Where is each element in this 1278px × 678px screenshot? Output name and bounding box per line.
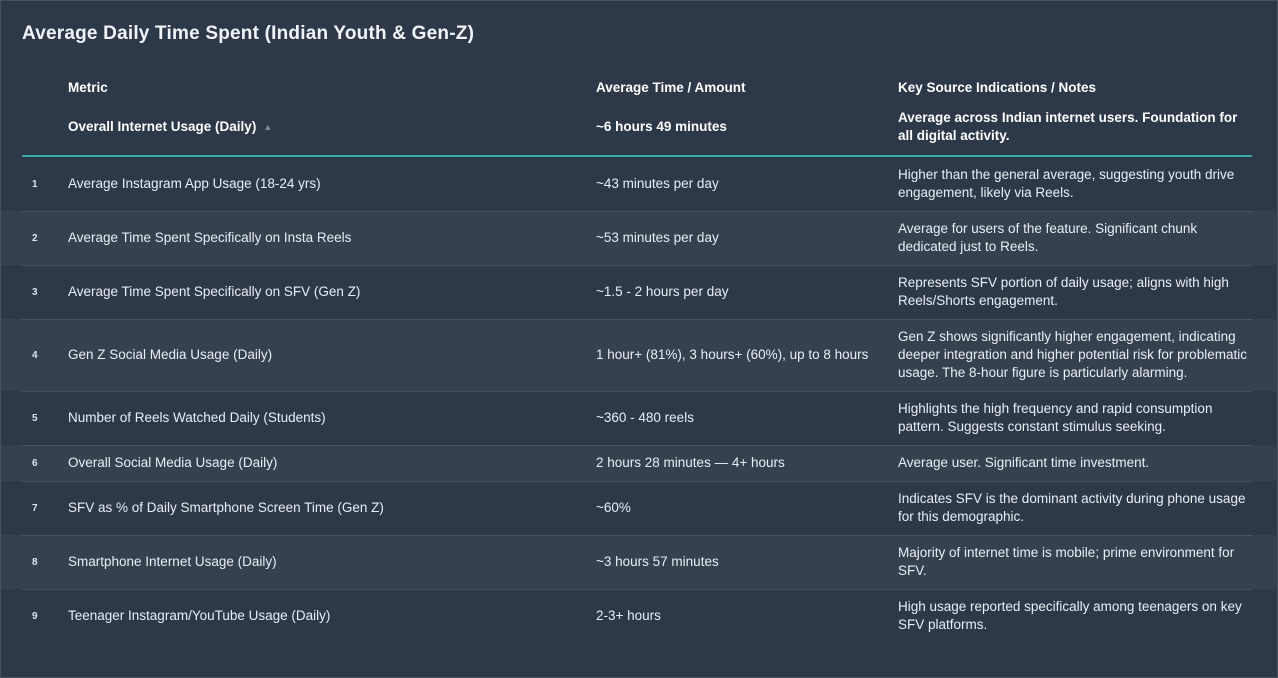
table-row: 7 SFV as % of Daily Smartphone Screen Ti… bbox=[1, 481, 1277, 535]
table-row: 4 Gen Z Social Media Usage (Daily) 1 hou… bbox=[1, 319, 1277, 391]
metric-cell: Average Instagram App Usage (18-24 yrs) bbox=[68, 176, 321, 191]
row-index: 6 bbox=[32, 457, 38, 469]
metric-cell: Number of Reels Watched Daily (Students) bbox=[68, 410, 326, 425]
sort-ascending-icon[interactable]: ▲ bbox=[263, 122, 273, 132]
notes-cell: Average user. Significant time investmen… bbox=[898, 455, 1150, 470]
row-index: 7 bbox=[32, 502, 38, 514]
row-index: 8 bbox=[32, 556, 38, 568]
notes-cell: Majority of internet time is mobile; pri… bbox=[898, 545, 1235, 578]
pinned-notes-text: Average across Indian internet users. Fo… bbox=[898, 110, 1238, 143]
table-row: 9 Teenager Instagram/YouTube Usage (Dail… bbox=[1, 589, 1277, 643]
metric-cell: Teenager Instagram/YouTube Usage (Daily) bbox=[68, 608, 331, 623]
metric-cell: Average Time Spent Specifically on SFV (… bbox=[68, 284, 361, 299]
notes-cell: Represents SFV portion of daily usage; a… bbox=[898, 275, 1229, 308]
time-cell: ~3 hours 57 minutes bbox=[596, 554, 719, 569]
time-cell: ~53 minutes per day bbox=[596, 230, 719, 245]
pinned-metric-label: Overall Internet Usage (Daily) bbox=[68, 119, 257, 134]
notes-cell: High usage reported specifically among t… bbox=[898, 599, 1242, 632]
pinned-time-value: ~6 hours 49 minutes bbox=[596, 119, 727, 134]
notes-cell: Gen Z shows significantly higher engagem… bbox=[898, 329, 1247, 380]
row-index: 5 bbox=[32, 412, 38, 424]
metric-cell: Gen Z Social Media Usage (Daily) bbox=[68, 347, 273, 362]
row-index: 4 bbox=[32, 349, 38, 361]
row-index: 3 bbox=[32, 286, 38, 298]
time-cell: ~1.5 - 2 hours per day bbox=[596, 284, 729, 299]
notes-cell: Indicates SFV is the dominant activity d… bbox=[898, 491, 1246, 524]
time-cell: 1 hour+ (81%), 3 hours+ (60%), up to 8 h… bbox=[596, 347, 869, 362]
page-title: Average Daily Time Spent (Indian Youth &… bbox=[22, 23, 475, 44]
metric-cell: SFV as % of Daily Smartphone Screen Time… bbox=[68, 500, 384, 515]
metric-cell: Overall Social Media Usage (Daily) bbox=[68, 455, 278, 470]
table-row: 6 Overall Social Media Usage (Daily) 2 h… bbox=[1, 445, 1277, 481]
table-row: 8 Smartphone Internet Usage (Daily) ~3 h… bbox=[1, 535, 1277, 589]
column-header-time[interactable]: Average Time / Amount bbox=[596, 80, 746, 95]
row-index: 2 bbox=[32, 232, 38, 244]
notes-cell: Highlights the high frequency and rapid … bbox=[898, 401, 1213, 434]
metric-cell: Smartphone Internet Usage (Daily) bbox=[68, 554, 277, 569]
table-row: 2 Average Time Spent Specifically on Ins… bbox=[1, 211, 1277, 265]
time-cell: ~60% bbox=[596, 500, 631, 515]
pinned-summary-row: Overall Internet Usage (Daily) ▲ ~6 hour… bbox=[1, 97, 1277, 157]
notes-cell: Higher than the general average, suggest… bbox=[898, 167, 1235, 200]
time-cell: 2 hours 28 minutes — 4+ hours bbox=[596, 455, 785, 470]
table-header-row: Metric Average Time / Amount Key Source … bbox=[1, 45, 1277, 97]
column-header-metric[interactable]: Metric bbox=[68, 80, 108, 95]
row-index: 1 bbox=[32, 178, 38, 190]
time-cell: ~360 - 480 reels bbox=[596, 410, 694, 425]
table-body: 1 Average Instagram App Usage (18-24 yrs… bbox=[1, 157, 1277, 643]
table-row: 3 Average Time Spent Specifically on SFV… bbox=[1, 265, 1277, 319]
column-header-notes[interactable]: Key Source Indications / Notes bbox=[898, 80, 1097, 95]
time-cell: 2-3+ hours bbox=[596, 608, 661, 623]
table-row: 1 Average Instagram App Usage (18-24 yrs… bbox=[1, 157, 1277, 211]
table-row: 5 Number of Reels Watched Daily (Student… bbox=[1, 391, 1277, 445]
notes-cell: Average for users of the feature. Signif… bbox=[898, 221, 1198, 254]
time-cell: ~43 minutes per day bbox=[596, 176, 719, 191]
metric-cell: Average Time Spent Specifically on Insta… bbox=[68, 230, 352, 245]
row-index: 9 bbox=[32, 610, 38, 622]
